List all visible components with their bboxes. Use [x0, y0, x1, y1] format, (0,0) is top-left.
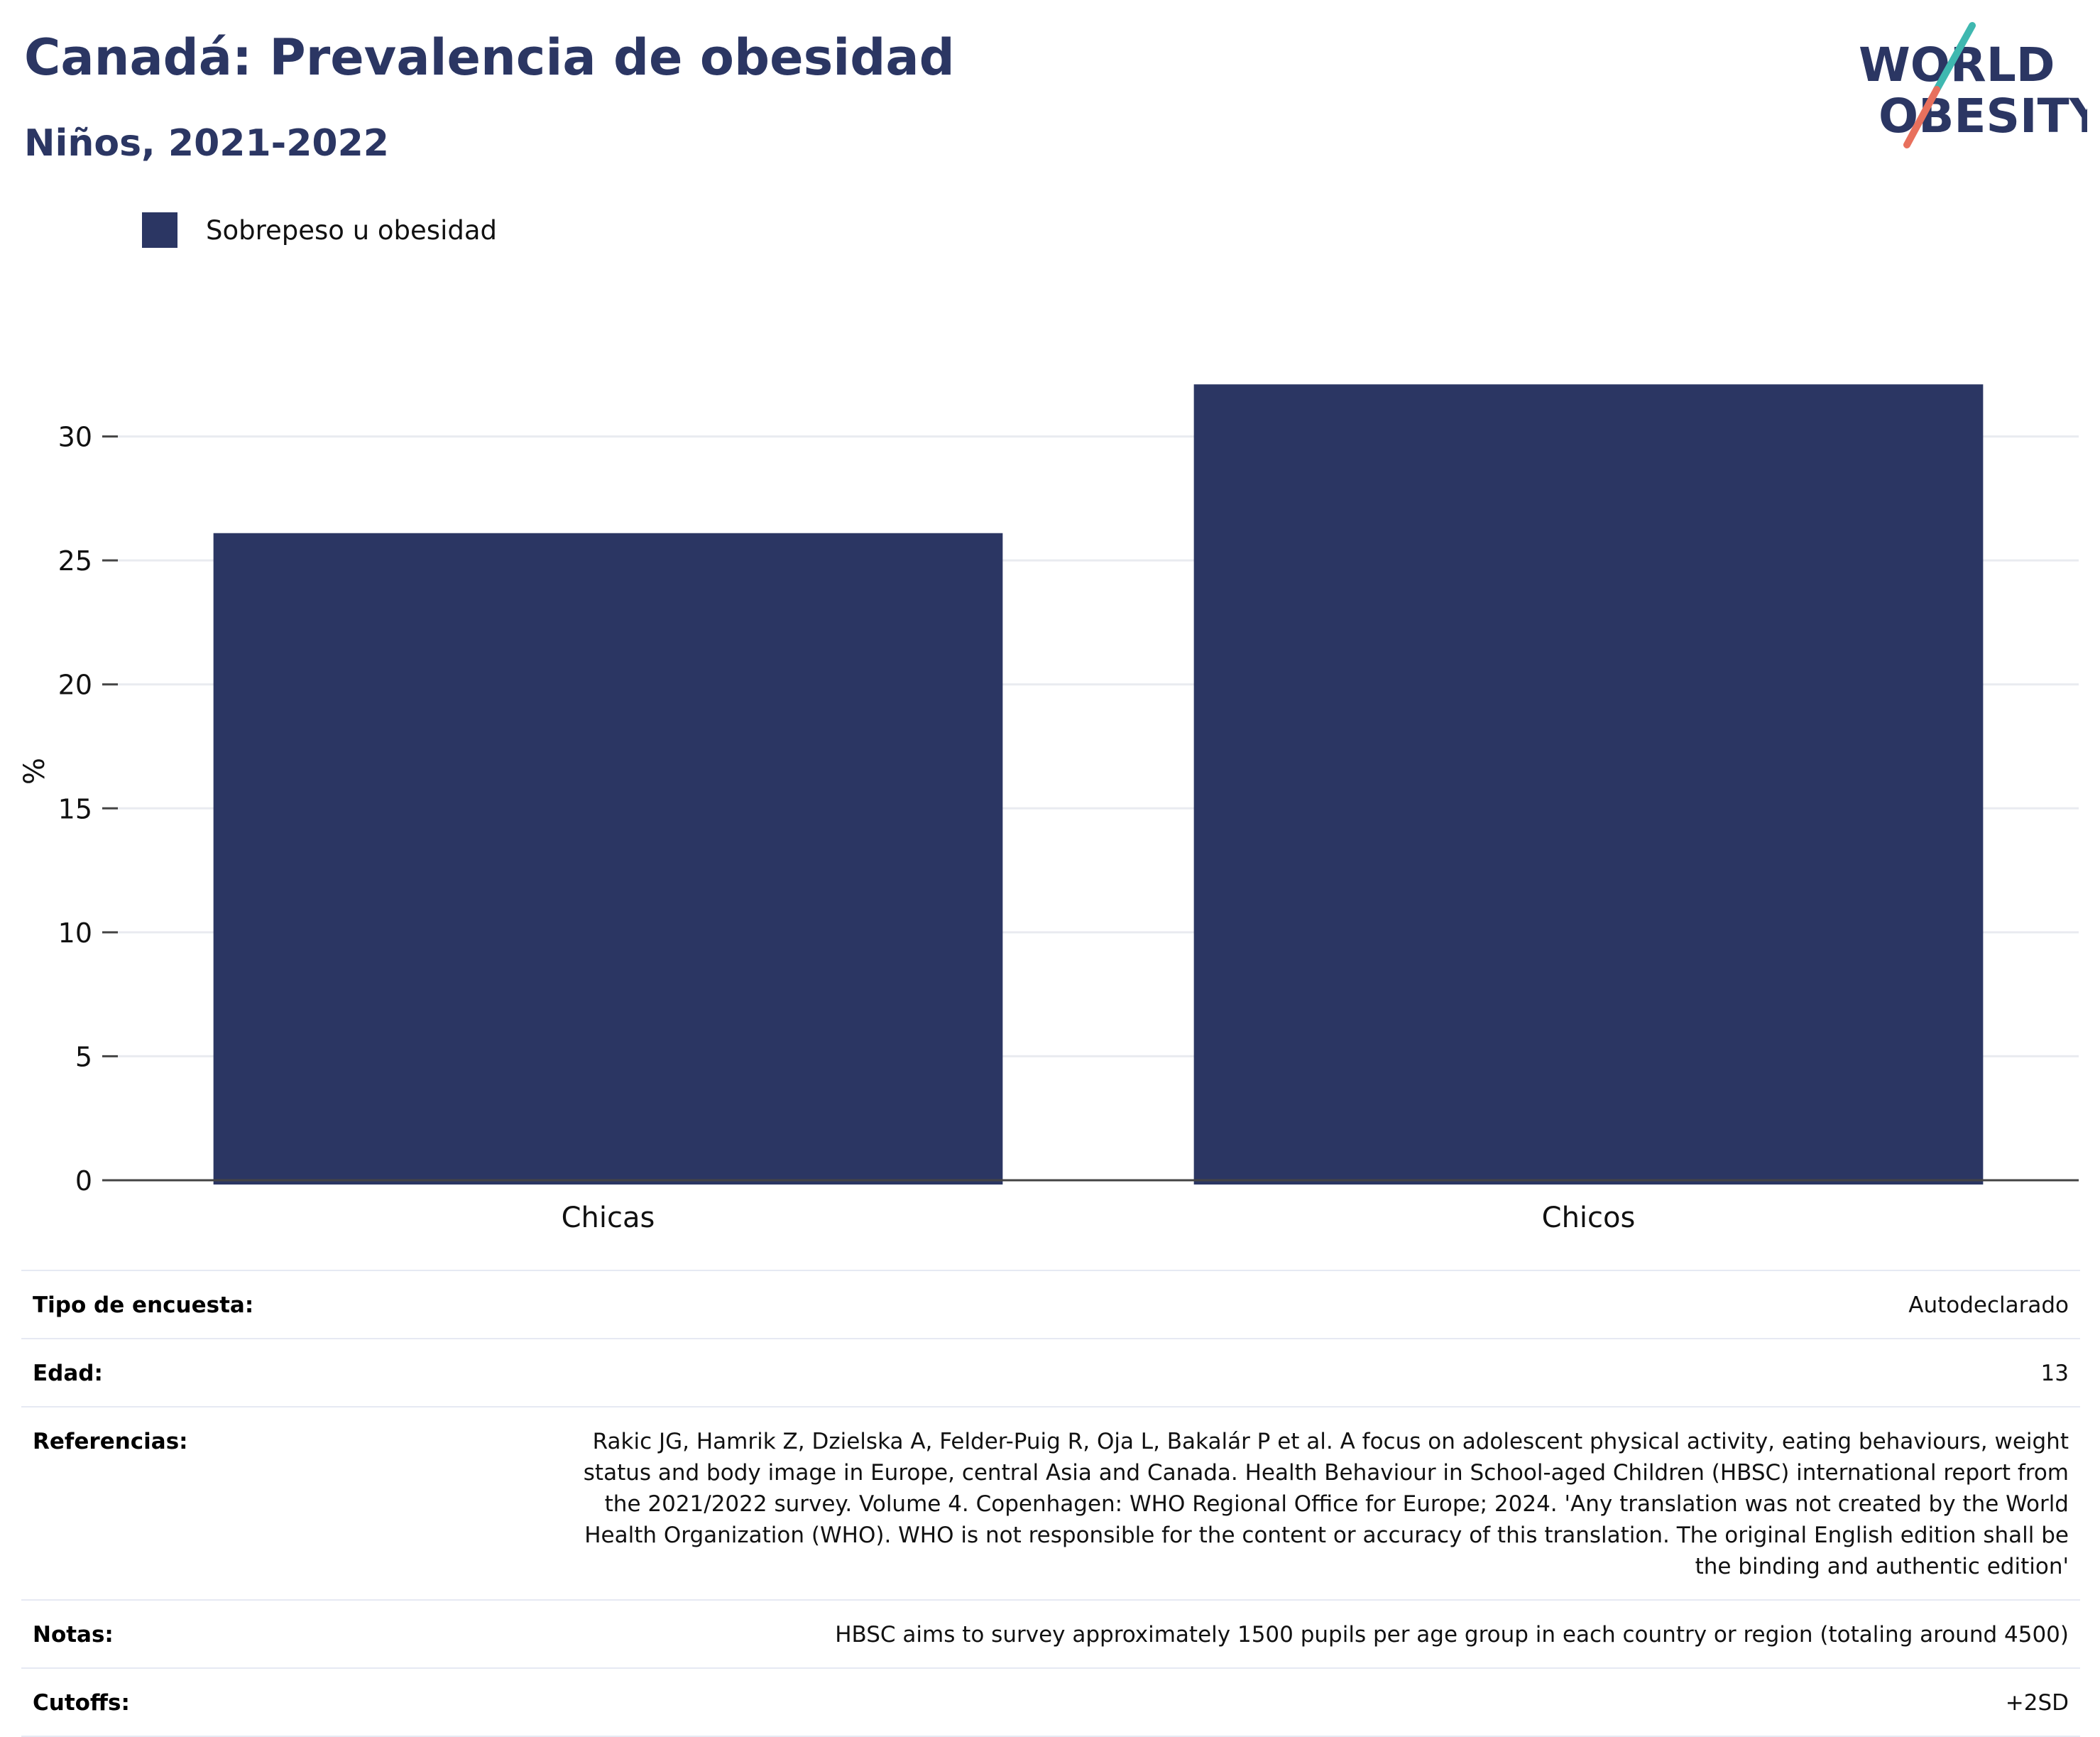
metadata-row: Edad: 13 — [21, 1339, 2080, 1407]
metadata-table: Tipo de encuesta: Autodeclarado Edad: 13 Ref… — [21, 1270, 2080, 1737]
logo-slash-coral — [1903, 86, 1940, 148]
metadata-row: Cutoffs: +2SD — [21, 1669, 2080, 1737]
metadata-row: Referencias: Rakic JG, Hamrik Z, Dzielska… — [21, 1407, 2080, 1601]
x-tick-label: Chicas — [562, 1202, 655, 1234]
y-tick-label: 25 — [58, 545, 92, 577]
chart-title: Canadá: Prevalencia de obesidad — [24, 28, 955, 87]
legend-label: Sobrepeso u obesidad — [206, 214, 497, 246]
metadata-value: HBSC aims to survey approximately 1500 p… — [835, 1622, 2069, 1648]
chart-legend[interactable]: Sobrepeso u obesidad — [142, 210, 497, 250]
world-obesity-logo: WORLD OBESITY — [1859, 22, 2087, 148]
axis-layer: 0 5 10 15 20 25 30 Chicas Chicos — [58, 422, 2079, 1234]
bar-chart: 0 5 10 15 20 25 30 Chicas Chicos % — [18, 384, 2079, 1234]
legend-swatch — [142, 212, 177, 248]
y-tick-label: 0 — [75, 1165, 92, 1197]
metadata-label: Notas: — [33, 1622, 114, 1648]
metadata-value: 13 — [2040, 1361, 2069, 1386]
metadata-value: Autodeclarado — [1908, 1292, 2069, 1318]
metadata-row: Tipo de encuesta: Autodeclarado — [21, 1271, 2080, 1339]
bar-layer — [213, 384, 1984, 1185]
metadata-label: Referencias: — [33, 1429, 188, 1454]
logo-slash-teal — [1933, 22, 1976, 93]
metadata-label: Tipo de encuesta: — [33, 1292, 254, 1318]
y-tick-label: 5 — [75, 1041, 92, 1072]
y-tick-label: 20 — [58, 670, 92, 701]
x-tick-label: Chicos — [1542, 1202, 1636, 1234]
y-tick-label: 15 — [58, 793, 92, 824]
metadata-label: Edad: — [33, 1361, 103, 1386]
chart-subtitle: Niños, 2021-2022 — [24, 122, 389, 165]
bar-chicas[interactable] — [213, 533, 1003, 1185]
metadata-row: Notas: HBSC aims to survey approximately … — [21, 1601, 2080, 1669]
metadata-value: +2SD — [2005, 1690, 2069, 1716]
y-axis-label: % — [18, 758, 51, 785]
metadata-value: Rakic JG, Hamrik Z, Dzielska A, Felder-P… — [583, 1429, 2069, 1579]
metadata-label: Cutoffs: — [33, 1690, 130, 1716]
y-tick-label: 10 — [58, 917, 92, 949]
bar-chicos[interactable] — [1193, 384, 1984, 1185]
y-tick-label: 30 — [58, 422, 92, 453]
